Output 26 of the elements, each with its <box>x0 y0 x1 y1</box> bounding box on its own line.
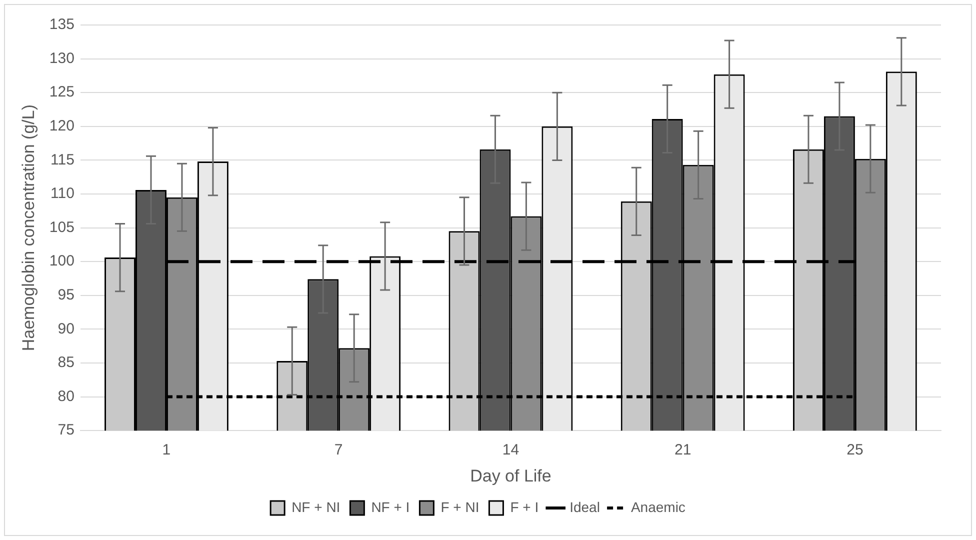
x-tick-label: 25 <box>846 442 864 459</box>
y-tick-label: 75 <box>58 422 74 439</box>
x-tick-label: 14 <box>502 442 520 459</box>
legend-label: Ideal <box>570 498 600 515</box>
y-tick-label: 125 <box>49 84 74 101</box>
x-axis-title: Day of Life <box>470 466 552 486</box>
y-tick-label: 100 <box>49 252 74 270</box>
y-tick-label: 110 <box>50 185 74 202</box>
x-tick-label: 21 <box>674 442 692 459</box>
x-tick-label: 1 <box>162 442 171 459</box>
legend-label: NF + NI <box>292 498 340 515</box>
y-tick-label: 135 <box>49 16 74 34</box>
y-tick-label: 120 <box>49 118 74 135</box>
legend-label: F + I <box>510 498 539 515</box>
y-tick-label: 95 <box>58 286 74 304</box>
y-axis-title: Haemoglobin concentration (g/L) <box>18 104 38 352</box>
y-tick-label: 130 <box>49 50 74 67</box>
y-tick-label: 85 <box>58 354 74 372</box>
y-tick-label: 105 <box>49 218 74 236</box>
y-tick-label: 80 <box>58 388 74 405</box>
x-tick-label: 7 <box>334 442 343 459</box>
legend-label: NF + I <box>371 498 410 515</box>
legend-label: F + NI <box>440 498 480 515</box>
y-tick-label: 90 <box>58 320 74 338</box>
legend-label: Anaemic <box>630 498 686 515</box>
y-tick-label: 115 <box>50 151 74 168</box>
